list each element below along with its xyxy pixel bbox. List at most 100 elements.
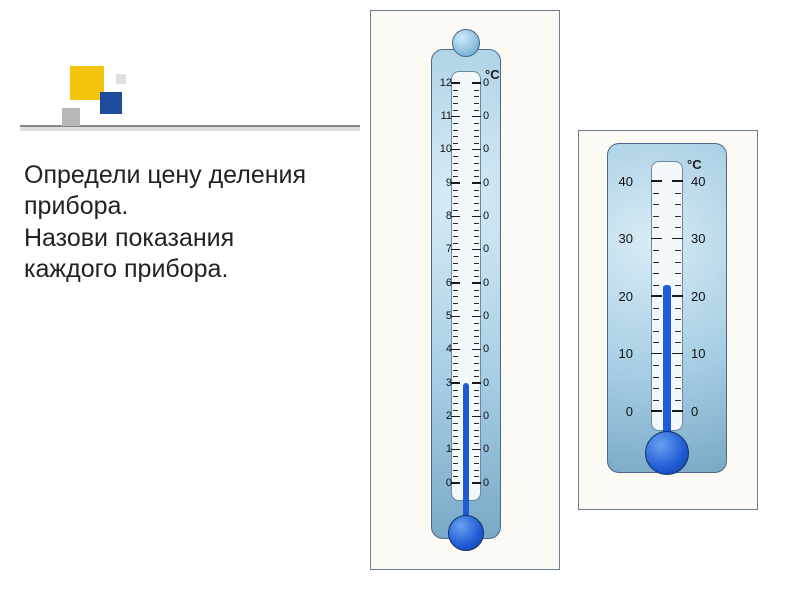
minor-tick <box>474 303 479 304</box>
major-tick <box>672 410 683 412</box>
minor-tick <box>453 330 458 331</box>
minor-tick <box>675 400 681 401</box>
minor-tick <box>474 130 479 131</box>
scale-label-left: 11 <box>434 111 452 122</box>
minor-tick <box>474 423 479 424</box>
mercury-column <box>463 383 469 533</box>
minor-tick <box>653 262 659 263</box>
task-text: Определи цену деления прибора. Назови по… <box>24 160 354 285</box>
minor-tick <box>675 342 681 343</box>
decor-square-light <box>116 74 126 84</box>
minor-tick <box>453 156 458 157</box>
minor-tick <box>453 210 458 211</box>
scale-label-right: 10 <box>691 347 715 360</box>
minor-tick <box>474 376 479 377</box>
thermometer-large: °C12011010090807060504030201000 <box>371 11 559 569</box>
minor-tick <box>453 310 458 311</box>
minor-tick <box>453 423 458 424</box>
major-tick <box>472 82 481 84</box>
minor-tick <box>675 377 681 378</box>
minor-tick <box>474 436 479 437</box>
major-tick <box>651 238 662 240</box>
thermo-unit-label: °C <box>687 157 702 172</box>
scale-label-left: 12 <box>434 78 452 89</box>
minor-tick <box>653 273 659 274</box>
scale-label-right: 0 <box>483 78 507 89</box>
scale-label-left: 40 <box>615 175 633 188</box>
minor-tick <box>453 463 458 464</box>
scale-label-left: 2 <box>434 411 452 422</box>
minor-tick <box>453 363 458 364</box>
minor-tick <box>474 356 479 357</box>
minor-tick <box>453 296 458 297</box>
decor-shadow <box>20 127 360 131</box>
minor-tick <box>653 227 659 228</box>
minor-tick <box>453 443 458 444</box>
major-tick <box>651 410 662 412</box>
scale-label-right: 0 <box>483 378 507 389</box>
minor-tick <box>653 204 659 205</box>
major-tick <box>472 216 481 218</box>
scale-label-right: 40 <box>691 175 715 188</box>
major-tick <box>472 416 481 418</box>
task-line-4: каждого прибора. <box>24 254 354 285</box>
minor-tick <box>675 250 681 251</box>
scale-label-left: 4 <box>434 344 452 355</box>
scale-label-right: 0 <box>483 411 507 422</box>
minor-tick <box>474 210 479 211</box>
minor-tick <box>675 319 681 320</box>
scale-label-left: 6 <box>434 278 452 289</box>
minor-tick <box>453 470 458 471</box>
minor-tick <box>453 163 458 164</box>
minor-tick <box>453 376 458 377</box>
thermometer-small: °C404030302020101000 <box>579 131 757 509</box>
scale-label-right: 0 <box>483 344 507 355</box>
minor-tick <box>675 262 681 263</box>
thermometer-panel-right: °C404030302020101000 <box>578 130 758 510</box>
minor-tick <box>453 176 458 177</box>
minor-tick <box>653 250 659 251</box>
minor-tick <box>675 193 681 194</box>
minor-tick <box>653 319 659 320</box>
major-tick <box>451 149 460 151</box>
scale-label-right: 0 <box>483 278 507 289</box>
task-line-3: Назови показания <box>24 223 354 254</box>
minor-tick <box>474 176 479 177</box>
task-line-2: прибора. <box>24 191 354 222</box>
major-tick <box>451 116 460 118</box>
scale-label-right: 0 <box>691 405 715 418</box>
scale-label-right: 20 <box>691 290 715 303</box>
minor-tick <box>453 223 458 224</box>
minor-tick <box>474 163 479 164</box>
minor-tick <box>453 336 458 337</box>
minor-tick <box>474 110 479 111</box>
major-tick <box>451 216 460 218</box>
scale-label-left: 8 <box>434 211 452 222</box>
minor-tick <box>653 216 659 217</box>
major-tick <box>451 482 460 484</box>
minor-tick <box>653 400 659 401</box>
minor-tick <box>474 90 479 91</box>
minor-tick <box>453 476 458 477</box>
scale-label-right: 30 <box>691 232 715 245</box>
major-tick <box>672 180 683 182</box>
minor-tick <box>474 410 479 411</box>
minor-tick <box>474 330 479 331</box>
scale-label-left: 7 <box>434 244 452 255</box>
minor-tick <box>474 236 479 237</box>
minor-tick <box>474 243 479 244</box>
minor-tick <box>474 263 479 264</box>
minor-tick <box>474 156 479 157</box>
minor-tick <box>453 130 458 131</box>
minor-tick <box>453 323 458 324</box>
minor-tick <box>653 365 659 366</box>
major-tick <box>472 482 481 484</box>
minor-tick <box>653 388 659 389</box>
minor-tick <box>474 310 479 311</box>
minor-tick <box>453 256 458 257</box>
major-tick <box>451 449 460 451</box>
major-tick <box>651 353 662 355</box>
minor-tick <box>474 336 479 337</box>
major-tick <box>451 182 460 184</box>
minor-tick <box>453 170 458 171</box>
